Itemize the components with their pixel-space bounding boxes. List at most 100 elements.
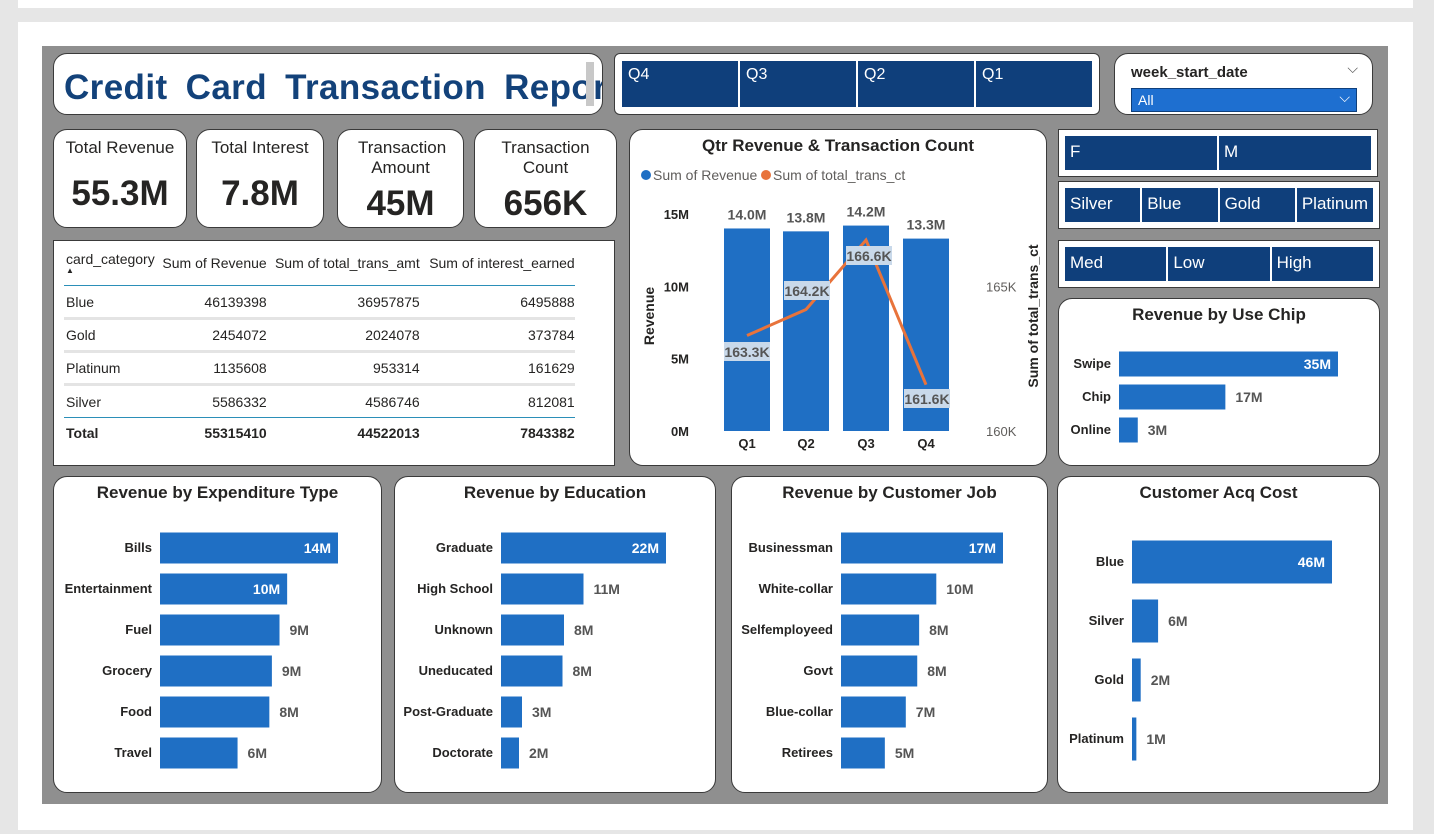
slicer-tile-q1[interactable]: Q1 [975, 60, 1093, 108]
bar[interactable] [501, 532, 666, 564]
date-dropdown[interactable]: All ⌵ [1131, 88, 1357, 112]
data-label-background [904, 389, 950, 408]
chevron-down-icon[interactable]: ⌵ [1347, 60, 1358, 76]
column-header[interactable]: card_category ▲ [64, 249, 155, 286]
date-dropdown-value: All [1138, 92, 1154, 108]
bar[interactable] [841, 614, 920, 646]
bar[interactable] [1119, 384, 1226, 410]
table-cell: 953314 [266, 351, 420, 386]
acq-chart-svg: Blue 46M Silver 6M Gold 2M Platinum 1M [1069, 540, 1332, 761]
data-label: 164.2K [784, 283, 829, 299]
slicer-tile-high[interactable]: High [1270, 246, 1374, 282]
bar[interactable] [160, 655, 272, 687]
bar[interactable] [160, 737, 238, 769]
column-header[interactable]: Sum of total_trans_amt [266, 249, 420, 286]
income-slicer: Med Low High [1058, 240, 1380, 288]
bar[interactable] [1132, 717, 1137, 761]
slicer-tile-platinum[interactable]: Platinum [1295, 187, 1374, 223]
category-label: Food [120, 704, 152, 719]
table-cell: Gold [64, 318, 155, 353]
data-label: 22M [632, 540, 659, 556]
slicer-tile-blue[interactable]: Blue [1141, 187, 1219, 223]
page-title: Credit Card Transaction Report [64, 68, 603, 107]
bar[interactable] [841, 655, 918, 687]
table-row[interactable]: Silver 5586332 4586746 812081 [64, 384, 575, 418]
table-cell: 36957875 [266, 285, 420, 320]
bar[interactable] [841, 532, 1003, 564]
data-label: 35M [1304, 356, 1331, 372]
education-chart-svg: Graduate 22M High School 11M Unknown 8M Uneduc… [403, 532, 666, 769]
title-card: Credit Card Transaction Report [53, 53, 603, 115]
y2-tick-label: 165K [986, 279, 1017, 294]
bar[interactable] [1119, 351, 1338, 377]
bar[interactable] [160, 532, 338, 564]
slicer-tile-med[interactable]: Med [1064, 246, 1168, 282]
chip-chart-svg: Swipe 35M Chip 17M Online 3M [1071, 351, 1338, 443]
slicer-tile-silver[interactable]: Silver [1064, 187, 1142, 223]
category-label: Silver [1089, 613, 1124, 628]
bar[interactable] [501, 573, 584, 605]
bar[interactable] [501, 737, 519, 769]
bar[interactable] [160, 614, 280, 646]
data-label: 8M [929, 622, 948, 638]
data-label: 6M [248, 745, 267, 761]
x-tick-label: Q3 [857, 436, 874, 451]
table-cell: Platinum [64, 351, 155, 386]
bar[interactable] [1132, 599, 1159, 643]
legend-revenue-icon [641, 170, 651, 180]
expenditure-chart-svg: Bills 14M Entertainment 10M Fuel 9M Grocery 9M F… [65, 532, 338, 769]
slicer-tile-q2[interactable]: Q2 [857, 60, 975, 108]
bar[interactable] [783, 231, 829, 431]
slicer-tile-q4[interactable]: Q4 [621, 60, 739, 108]
data-label-background [846, 246, 892, 265]
card-category-slicer: Silver Blue Gold Platinum [1058, 181, 1380, 229]
slicer-tile-f[interactable]: F [1064, 135, 1218, 171]
bar[interactable] [160, 573, 288, 605]
kpi-label: Total Interest [211, 138, 309, 157]
y2-axis-title: Sum of total_trans_ct [1025, 244, 1041, 387]
slicer-tile-low[interactable]: Low [1167, 246, 1271, 282]
category-label: White-collar [759, 581, 833, 596]
bar[interactable] [1119, 417, 1138, 443]
series-line[interactable] [746, 237, 928, 386]
legend-label: Sum of total_trans_ct [773, 167, 905, 183]
category-label: Platinum [1069, 731, 1124, 746]
data-label: 10M [253, 581, 280, 597]
data-label: 8M [279, 704, 298, 720]
slicer-tile-m[interactable]: M [1218, 135, 1372, 171]
data-label-background [724, 342, 770, 361]
data-table: card_category ▲ Sum of Revenue Sum of tot… [64, 249, 575, 448]
y-tick-label: 10M [664, 279, 689, 294]
bar[interactable] [501, 614, 564, 646]
column-header[interactable]: Sum of interest_earned [419, 249, 575, 286]
table-total-row: Total 55315410 44522013 7843382 [64, 418, 575, 448]
table-cell: 812081 [419, 384, 575, 418]
table-cell: Total [66, 424, 99, 441]
slicer-tile-q3[interactable]: Q3 [739, 60, 857, 108]
table-cell: 55315410 [204, 424, 267, 441]
x-tick-label: Q2 [797, 436, 814, 451]
legend-count-icon [761, 170, 771, 180]
bar[interactable] [501, 696, 522, 728]
bar[interactable] [841, 737, 885, 769]
y-axis-title: Revenue [641, 287, 657, 346]
bar[interactable] [1132, 658, 1141, 702]
table-cell: 44522013 [357, 424, 420, 441]
column-header[interactable]: Sum of Revenue [154, 249, 267, 286]
table-row[interactable]: Blue 46139398 36957875 6495888 [64, 285, 575, 320]
use-chip-chart: Revenue by Use Chip Swipe 35M Chip 17M Onlin… [1058, 298, 1380, 466]
y2-tick-label: 160K [986, 424, 1017, 439]
category-label: Entertainment [65, 581, 153, 596]
x-tick-label: Q1 [738, 436, 755, 451]
table-row[interactable]: Platinum 1135608 953314 161629 [64, 351, 575, 386]
data-label: 8M [927, 663, 946, 679]
slicer-tile-gold[interactable]: Gold [1218, 187, 1296, 223]
bar[interactable] [1132, 540, 1332, 584]
data-label: 6M [1168, 613, 1187, 629]
bar[interactable] [501, 655, 563, 687]
qtr-chart-svg: Sum of Revenue Sum of total_trans_ct 0M 5M 1… [641, 167, 1041, 451]
bar[interactable] [841, 573, 937, 605]
table-row[interactable]: Gold 2454072 2024078 373784 [64, 318, 575, 353]
bar[interactable] [841, 696, 906, 728]
bar[interactable] [160, 696, 270, 728]
